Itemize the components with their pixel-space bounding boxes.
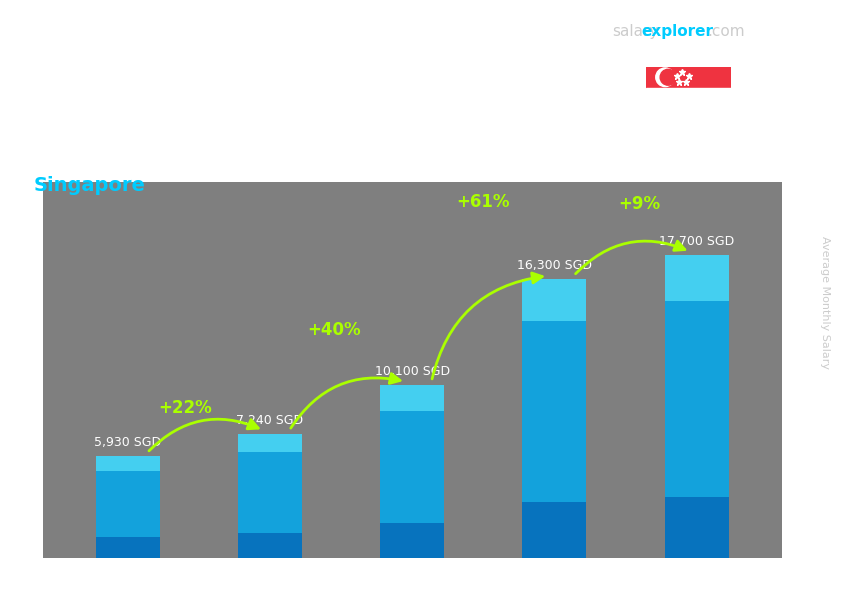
Bar: [96, 456, 160, 471]
Text: explorer: explorer: [642, 24, 714, 39]
Bar: [380, 523, 445, 558]
Bar: [523, 279, 586, 321]
Bar: [665, 255, 728, 301]
Bar: [665, 255, 728, 558]
Bar: [96, 456, 160, 558]
Bar: [523, 279, 586, 558]
Text: .com: .com: [707, 24, 745, 39]
Bar: [238, 434, 302, 558]
Bar: [238, 533, 302, 558]
Text: Corporate Compliance Director: Corporate Compliance Director: [34, 121, 380, 141]
Bar: [380, 385, 445, 558]
Bar: [665, 497, 728, 558]
Bar: [646, 67, 731, 88]
Circle shape: [655, 68, 675, 87]
Text: +61%: +61%: [456, 193, 510, 211]
Text: 5,930 SGD: 5,930 SGD: [94, 436, 162, 450]
Text: Salary Comparison By Education: Salary Comparison By Education: [34, 42, 591, 72]
Text: +40%: +40%: [307, 321, 361, 339]
Text: 7,240 SGD: 7,240 SGD: [236, 414, 303, 427]
Text: 10,100 SGD: 10,100 SGD: [375, 365, 450, 378]
Bar: [523, 502, 586, 558]
Text: salary: salary: [612, 24, 659, 39]
Circle shape: [660, 69, 676, 85]
Text: +22%: +22%: [158, 399, 212, 418]
Text: 17,700 SGD: 17,700 SGD: [659, 235, 734, 248]
Text: 16,300 SGD: 16,300 SGD: [517, 259, 592, 272]
Bar: [96, 538, 160, 558]
Bar: [380, 385, 445, 411]
Text: +9%: +9%: [619, 195, 660, 213]
Bar: [646, 88, 731, 109]
Text: Singapore: Singapore: [34, 176, 146, 195]
Text: Average Monthly Salary: Average Monthly Salary: [819, 236, 830, 370]
Bar: [238, 434, 302, 453]
